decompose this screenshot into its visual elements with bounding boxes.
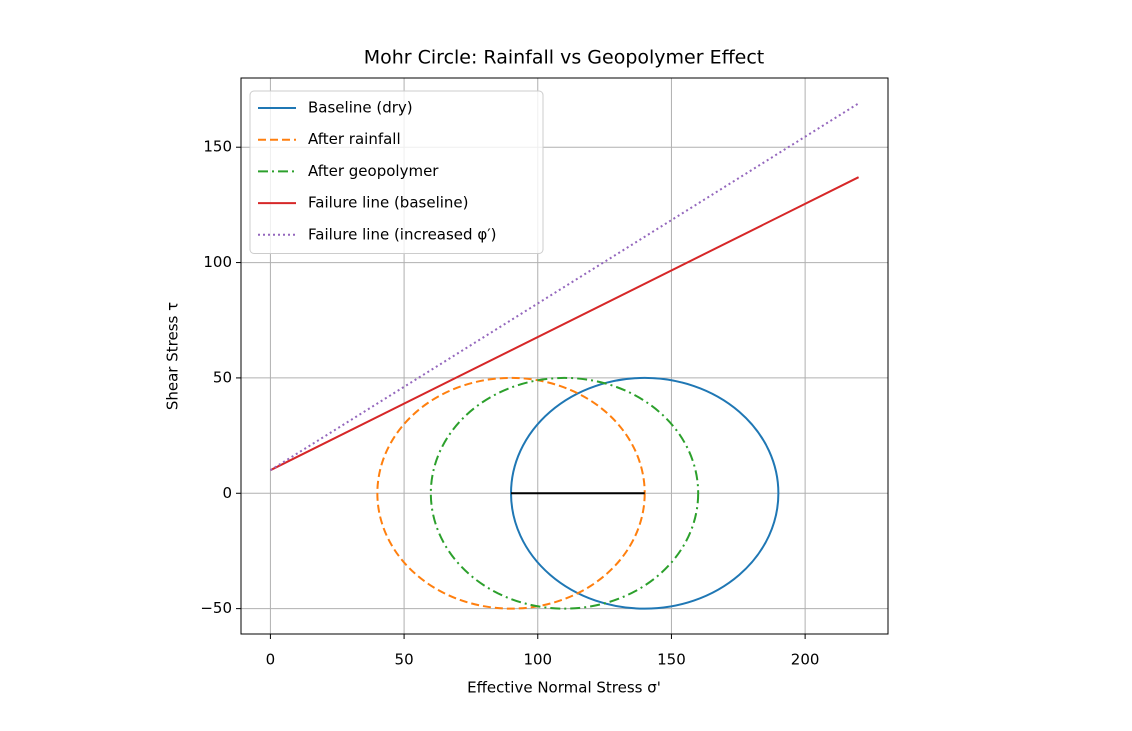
legend-label: After geopolymer [308, 162, 439, 180]
x-tick-label: 0 [266, 651, 276, 669]
y-tick-label: 100 [203, 253, 232, 271]
x-axis-label: Effective Normal Stress σ' [467, 679, 661, 697]
axes-frame [240, 77, 889, 635]
x-tick-label: 150 [657, 651, 686, 669]
legend: Baseline (dry) After rainfall After geopol… [249, 90, 544, 254]
plot-area [269, 102, 860, 610]
failure-line [269, 102, 860, 472]
y-tick-label: 150 [203, 138, 232, 156]
y-tick-label: 50 [213, 368, 232, 386]
y-tick-label: −50 [200, 599, 232, 617]
failure-line [269, 176, 860, 472]
legend-label: After rainfall [308, 130, 401, 148]
y-axis-label: Shear Stress τ [164, 302, 182, 410]
y-tick-label: 0 [222, 484, 232, 502]
mohr-circle [376, 376, 646, 610]
legend-box [249, 90, 544, 254]
chart-title: Mohr Circle: Rainfall vs Geopolymer Effe… [364, 47, 765, 69]
x-tick-label: 200 [791, 651, 820, 669]
x-tick-label: 100 [523, 651, 552, 669]
mohr-circle [429, 376, 700, 610]
legend-label: Failure line (increased φ′) [308, 225, 496, 243]
legend-label: Failure line (baseline) [308, 194, 469, 212]
legend-label: Baseline (dry) [308, 99, 413, 117]
x-tick-label: 50 [395, 651, 414, 669]
